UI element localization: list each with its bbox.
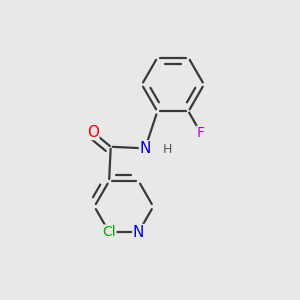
Text: N: N [133,225,144,240]
Text: O: O [87,124,99,140]
Text: F: F [197,126,205,140]
Text: H: H [163,143,172,157]
Text: Cl: Cl [102,225,116,239]
Text: N: N [140,141,151,156]
